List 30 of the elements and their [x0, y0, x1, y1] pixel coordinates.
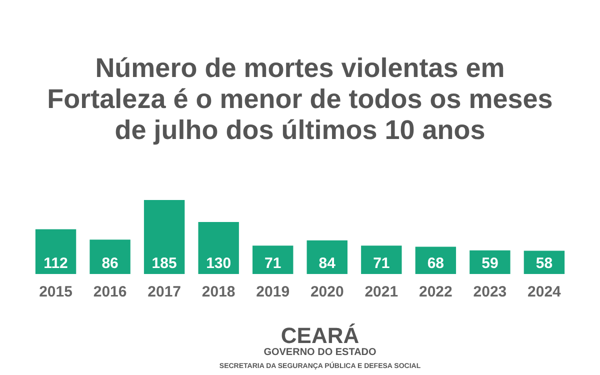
data-label: 71 — [264, 255, 282, 272]
x-tick-label: 2017 — [148, 284, 182, 300]
data-label: 185 — [152, 255, 177, 272]
x-tick-label: 2018 — [202, 284, 236, 300]
data-label: 86 — [102, 255, 118, 272]
x-tick-label: 2015 — [39, 284, 72, 300]
bar — [252, 246, 294, 274]
x-tick-label: 2016 — [93, 284, 127, 300]
data-label: 130 — [206, 255, 232, 272]
x-tick-label: 2022 — [418, 284, 452, 300]
bar — [306, 240, 348, 274]
data-label: 68 — [427, 255, 444, 272]
bar — [35, 229, 76, 274]
x-tick-label: 2023 — [473, 284, 507, 300]
x-tick-label: 2021 — [364, 284, 398, 300]
data-label: 59 — [482, 255, 498, 272]
text: GOVERNO DO ESTADO — [264, 347, 377, 358]
data-label: 112 — [44, 255, 68, 272]
x-tick-label: 2024 — [528, 284, 562, 300]
text: CEARÁ — [280, 323, 360, 348]
x-tick-label: 2020 — [310, 284, 344, 300]
data-label: 58 — [536, 255, 553, 272]
bar — [361, 246, 402, 274]
x-tick-label: 2019 — [256, 284, 290, 300]
bar — [144, 200, 185, 274]
bar — [90, 240, 130, 274]
data-label: 71 — [373, 255, 390, 272]
chart-title: Número de mortes violentas em Fortaleza é o menor de todos os meses de julho dos últimos 10 anos — [47, 53, 553, 145]
bar — [198, 222, 239, 274]
data-label: 84 — [318, 255, 336, 272]
